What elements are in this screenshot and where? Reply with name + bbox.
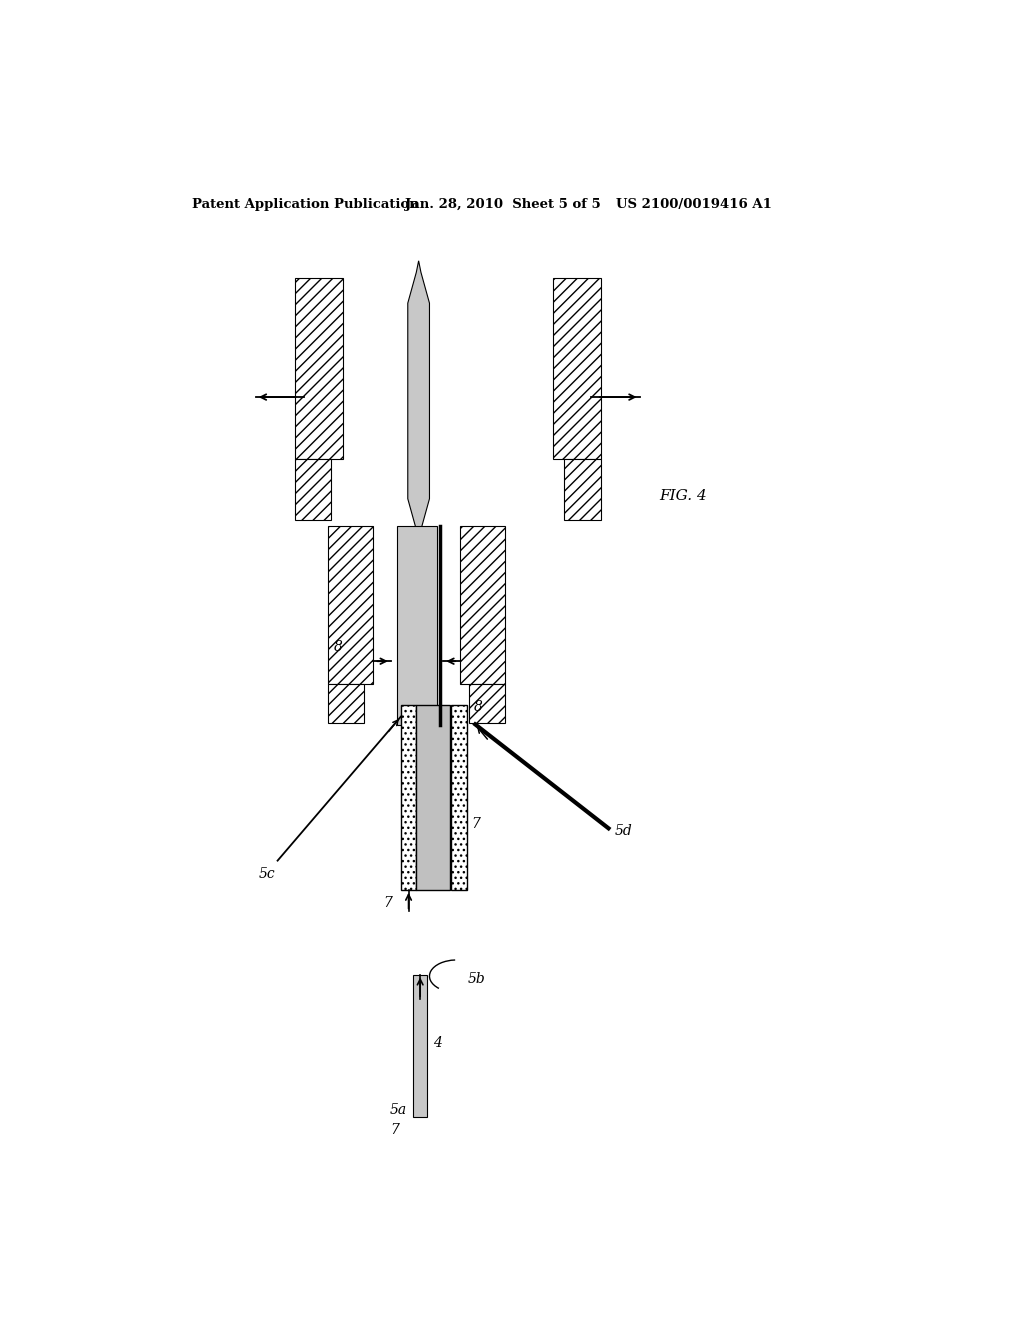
Bar [452, 705, 467, 890]
Bar [295, 277, 343, 459]
Bar [328, 527, 373, 684]
Bar [295, 459, 331, 520]
Text: 5c: 5c [258, 867, 274, 880]
Text: FIG. 4: FIG. 4 [658, 490, 707, 503]
Text: 8: 8 [334, 640, 343, 653]
Text: Patent Application Publication: Patent Application Publication [191, 198, 418, 211]
Bar [469, 684, 505, 723]
Bar [460, 527, 505, 684]
Text: US 2100/0019416 A1: US 2100/0019416 A1 [616, 198, 772, 211]
Text: 5a: 5a [390, 1104, 408, 1117]
Text: Jan. 28, 2010  Sheet 5 of 5: Jan. 28, 2010 Sheet 5 of 5 [406, 198, 601, 211]
Text: 7: 7 [390, 1123, 398, 1138]
Text: 7: 7 [471, 817, 480, 830]
Bar [414, 974, 427, 1117]
Text: 4: 4 [432, 1036, 441, 1051]
Bar [400, 705, 417, 890]
Bar [397, 527, 437, 725]
Text: 5b: 5b [467, 972, 485, 986]
Text: 7: 7 [384, 896, 392, 909]
Text: 5d: 5d [614, 825, 633, 838]
Bar [328, 684, 364, 723]
Bar [564, 459, 601, 520]
Text: 8: 8 [474, 700, 482, 714]
Bar [553, 277, 601, 459]
Bar [417, 705, 451, 890]
Polygon shape [408, 261, 429, 541]
